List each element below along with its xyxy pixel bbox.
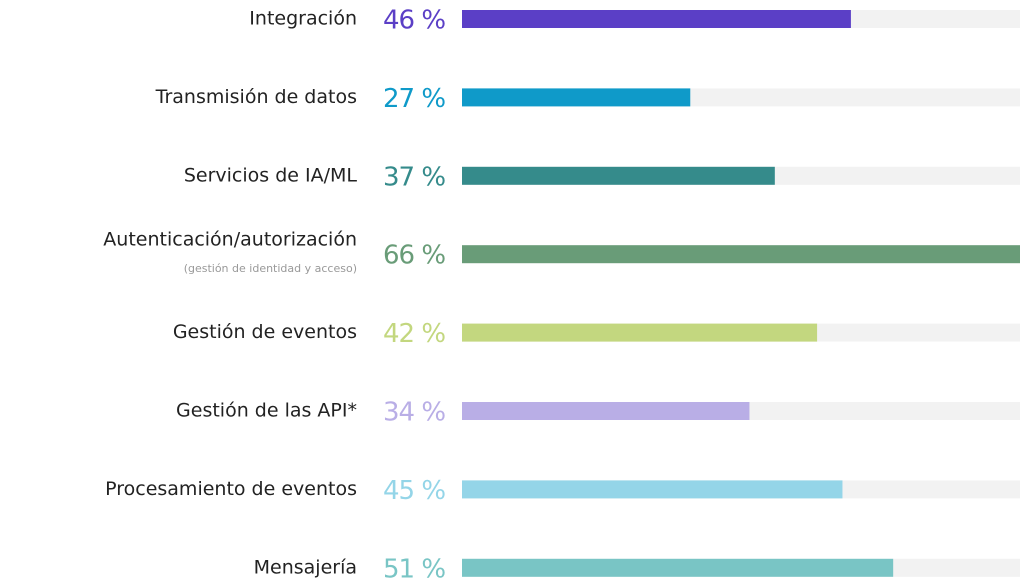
bar [462,166,775,185]
value-label: 42 % [383,319,445,349]
category-label: Procesamiento de eventos [105,478,357,500]
bar [462,402,750,420]
category-label: Autenticación/autorización [103,229,357,251]
category-label: Integración [249,8,357,30]
value-label: 51 % [383,554,445,584]
bar [462,88,691,107]
category-label: Gestión de eventos [173,321,357,343]
category-label: Gestión de las API* [176,400,357,422]
value-label: 27 % [383,84,445,114]
category-label: Servicios de IA/ML [184,164,358,186]
bar [462,480,843,499]
category-sublabel: (gestión de identidad y acceso) [184,262,357,275]
value-label: 45 % [383,476,445,506]
value-label: 37 % [383,162,445,192]
value-label: 66 % [383,241,445,271]
bar [462,558,894,577]
bar [462,10,851,28]
value-label: 34 % [383,398,445,428]
value-label: 46 % [383,6,445,36]
category-label: Transmisión de datos [155,86,357,108]
bar [462,245,1020,264]
category-label: Mensajería [254,556,357,578]
bar [462,323,818,342]
